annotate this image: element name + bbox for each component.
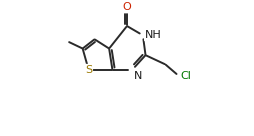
Text: O: O [123, 2, 131, 13]
Text: Cl: Cl [181, 71, 192, 81]
Text: S: S [85, 65, 92, 75]
Text: N: N [134, 71, 142, 81]
Text: NH: NH [145, 30, 162, 40]
